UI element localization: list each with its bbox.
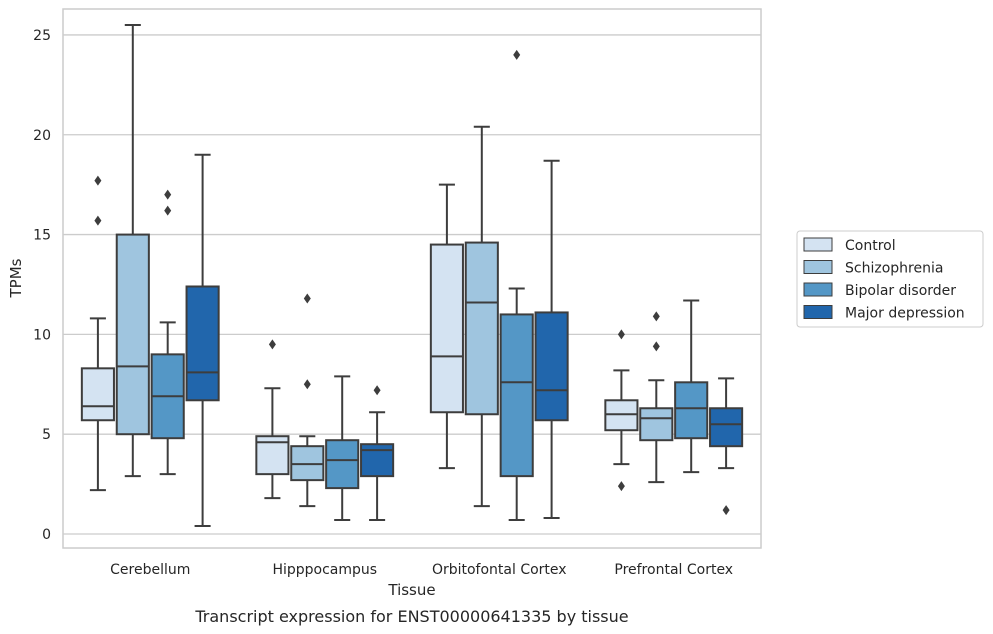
legend-frame bbox=[796, 230, 984, 328]
plot-frame bbox=[62, 8, 762, 549]
box-1-3 bbox=[639, 311, 674, 484]
legend-label: Major depression bbox=[845, 306, 965, 322]
box-2-3 bbox=[674, 299, 709, 474]
outlier-point bbox=[164, 189, 172, 200]
box-3-3 bbox=[709, 377, 744, 516]
box-2-1 bbox=[325, 375, 360, 522]
x-tick-label: Prefrontal Cortex bbox=[614, 562, 733, 578]
box-0-0 bbox=[80, 175, 115, 492]
outlier-point bbox=[513, 49, 521, 60]
outlier-point bbox=[268, 339, 276, 350]
box-0-2 bbox=[429, 183, 464, 470]
x-tick-labels: Cerebellum Hipppocampus Orbitofontal Corte… bbox=[110, 562, 733, 578]
box-marks bbox=[80, 23, 744, 528]
x-tick-label: Orbitofontal Cortex bbox=[432, 562, 567, 578]
box-0-1 bbox=[255, 339, 290, 500]
box-0-3 bbox=[604, 329, 639, 492]
y-tick-label: 20 bbox=[33, 128, 51, 144]
outlier-point bbox=[373, 385, 381, 396]
x-tick-label: Cerebellum bbox=[110, 562, 190, 578]
box-1-0 bbox=[115, 23, 150, 478]
box-3-1 bbox=[360, 385, 395, 522]
box-body bbox=[674, 381, 709, 440]
box-3-2 bbox=[534, 159, 569, 520]
legend-swatch bbox=[803, 282, 833, 297]
y-tick-label: 0 bbox=[42, 527, 51, 543]
legend: Control Schizophrenia Bipolar disorder Majo… bbox=[796, 230, 984, 328]
box-body bbox=[325, 439, 360, 490]
box-body bbox=[80, 367, 115, 422]
box-1-1 bbox=[290, 293, 325, 508]
outlier-point bbox=[722, 505, 730, 516]
box-body bbox=[709, 407, 744, 448]
y-tick-label: 25 bbox=[33, 28, 51, 44]
x-tick-label: Hipppocampus bbox=[272, 562, 377, 578]
legend-label: Schizophrenia bbox=[845, 261, 943, 277]
box-body bbox=[115, 233, 150, 436]
legend-swatch bbox=[803, 237, 833, 252]
outlier-point bbox=[617, 481, 625, 492]
x-axis-label: Tissue bbox=[387, 581, 435, 599]
outlier-point bbox=[652, 311, 660, 322]
box-body bbox=[429, 243, 464, 414]
box-2-0 bbox=[150, 189, 185, 476]
outlier-point bbox=[303, 293, 311, 304]
box-body bbox=[464, 241, 499, 416]
legend-swatch bbox=[803, 305, 833, 319]
outlier-point bbox=[303, 379, 311, 390]
outlier-point bbox=[94, 215, 102, 226]
outlier-point bbox=[94, 175, 102, 186]
box-body bbox=[360, 443, 395, 478]
outlier-point bbox=[652, 341, 660, 352]
chart-title: Transcript expression for ENST0000064133… bbox=[194, 607, 628, 626]
box-1-2 bbox=[464, 125, 499, 508]
box-body bbox=[534, 311, 569, 422]
box-3-0 bbox=[185, 153, 220, 528]
legend-swatch bbox=[803, 260, 833, 274]
y-tick-labels: 0 5 10 15 20 25 bbox=[33, 28, 51, 543]
outlier-point bbox=[617, 329, 625, 340]
legend-label: Bipolar disorder bbox=[845, 283, 956, 299]
box-body bbox=[185, 285, 220, 402]
outlier-point bbox=[164, 205, 172, 216]
box-body bbox=[499, 313, 534, 478]
box-body bbox=[639, 407, 674, 442]
y-tick-label: 10 bbox=[33, 327, 51, 343]
y-tick-label: 5 bbox=[42, 427, 51, 443]
y-axis-label: TPMs bbox=[7, 258, 25, 298]
y-tick-label: 15 bbox=[33, 228, 51, 244]
legend-label: Control bbox=[845, 238, 896, 254]
box-2-2 bbox=[499, 49, 534, 522]
